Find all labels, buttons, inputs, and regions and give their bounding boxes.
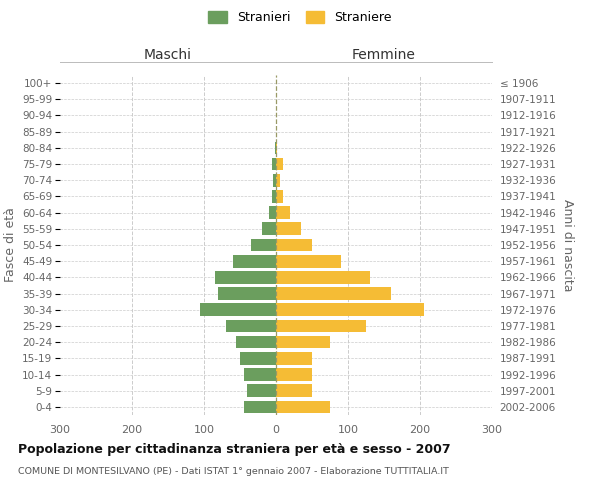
Bar (269, 206, 276, 219)
Bar (276, 222, 301, 235)
Bar (276, 190, 283, 202)
Text: Popolazione per cittadinanza straniera per età e sesso - 2007: Popolazione per cittadinanza straniera p… (18, 442, 451, 456)
Bar (262, 222, 276, 235)
Bar (276, 368, 312, 381)
Y-axis label: Fasce di età: Fasce di età (4, 208, 17, 282)
Text: COMUNE DI MONTESILVANO (PE) - Dati ISTAT 1° gennaio 2007 - Elaborazione TUTTITAL: COMUNE DI MONTESILVANO (PE) - Dati ISTAT… (18, 468, 449, 476)
Bar (276, 142, 277, 154)
Bar (236, 336, 276, 348)
Legend: Stranieri, Straniere: Stranieri, Straniere (203, 6, 397, 29)
Bar (276, 206, 290, 219)
Bar (273, 174, 276, 186)
Y-axis label: Anni di nascita: Anni di nascita (562, 198, 574, 291)
Bar (276, 238, 312, 252)
Text: Maschi: Maschi (144, 48, 192, 62)
Bar (218, 288, 276, 300)
Bar (276, 288, 391, 300)
Text: Femmine: Femmine (352, 48, 416, 62)
Bar (276, 352, 312, 364)
Bar (233, 255, 276, 268)
Bar (276, 304, 424, 316)
Bar (276, 174, 280, 186)
Bar (240, 352, 276, 364)
Bar (226, 320, 276, 332)
Bar (276, 384, 312, 397)
Bar (200, 304, 276, 316)
Bar (276, 158, 283, 170)
Bar (276, 320, 366, 332)
Bar (276, 255, 341, 268)
Bar (272, 190, 276, 202)
Bar (276, 271, 370, 283)
Bar (272, 158, 276, 170)
Bar (251, 238, 276, 252)
Bar (276, 400, 330, 413)
Bar (275, 142, 276, 154)
Bar (215, 271, 276, 283)
Bar (244, 368, 276, 381)
Bar (244, 400, 276, 413)
Bar (276, 336, 330, 348)
Bar (247, 384, 276, 397)
